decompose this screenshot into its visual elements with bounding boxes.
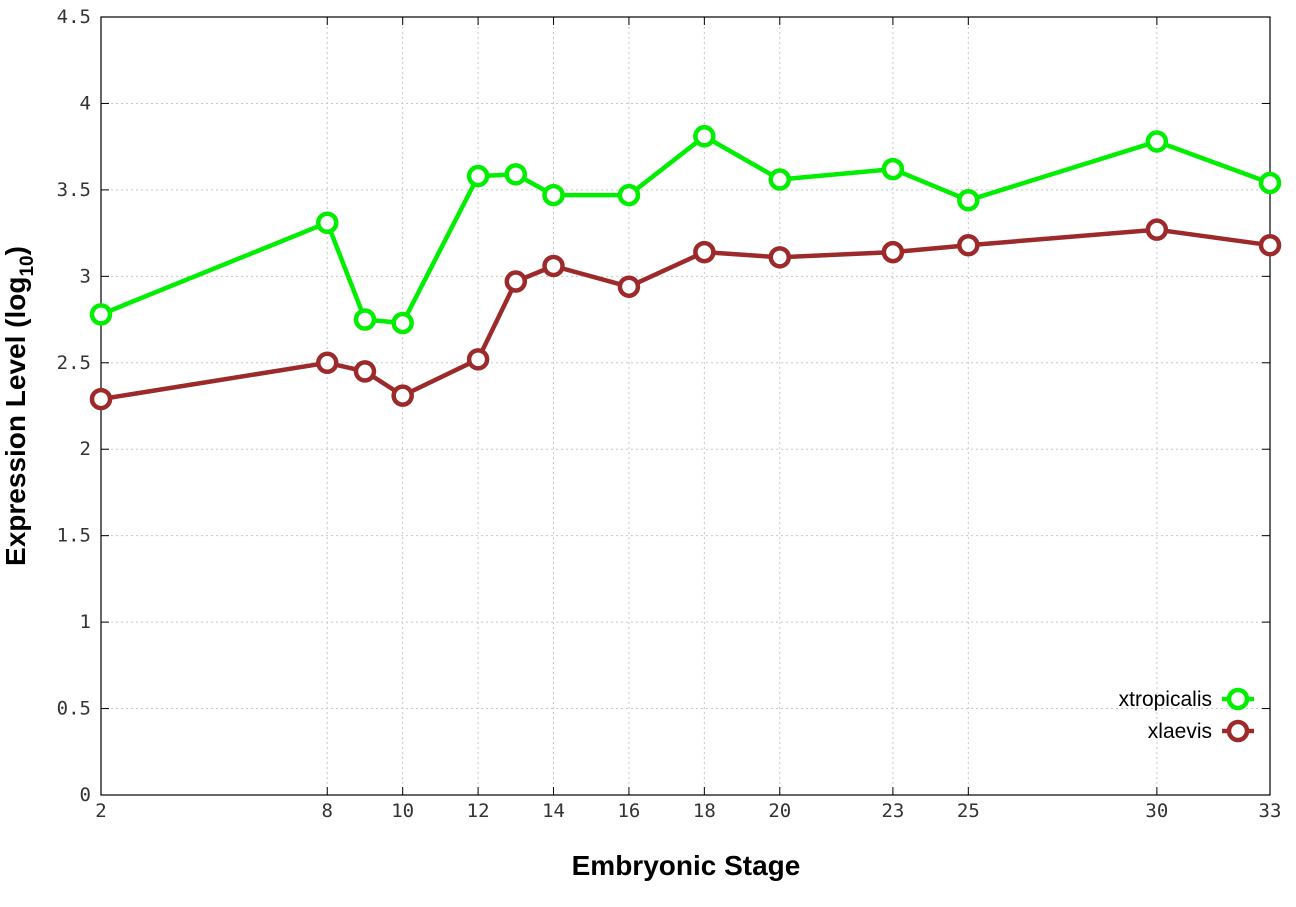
y-axis-title-suffix: ): [0, 246, 31, 255]
x-tick-label: 10: [391, 800, 414, 822]
legend: xtropicalis xlaevis: [1119, 687, 1254, 743]
data-point: [466, 164, 490, 188]
y-tick-label: 4.5: [57, 6, 91, 28]
y-tick-label: 3.5: [57, 179, 91, 201]
data-point: [542, 254, 565, 278]
data-point: [391, 384, 414, 407]
plot-frame: [100, 16, 1271, 796]
data-point: [881, 157, 905, 181]
data-point: [768, 168, 792, 191]
y-tick-label: 2: [80, 438, 91, 460]
x-tick-label: 12: [467, 800, 490, 822]
x-tick-label: 20: [768, 800, 791, 822]
series-xtropicalis: [89, 125, 1282, 335]
x-tick-label: 8: [322, 800, 333, 822]
y-tick-label: 2.5: [57, 352, 91, 374]
data-point: [693, 240, 716, 264]
data-point: [693, 125, 716, 148]
data-point: [391, 311, 414, 335]
data-point: [768, 246, 792, 269]
x-tick-label: 23: [881, 800, 904, 822]
data-point: [1258, 233, 1282, 257]
y-tick-label: 4: [80, 92, 91, 114]
data-point: [466, 348, 490, 371]
data-point: [504, 270, 528, 293]
legend-item: xtropicalis: [1119, 687, 1254, 711]
y-axis-title: Expression Level (log10): [0, 246, 38, 566]
data-point: [957, 189, 980, 212]
y-axis-title-subscript: 10: [17, 255, 38, 276]
data-point: [89, 387, 113, 411]
series-line: [100, 134, 1271, 326]
data-point: [1145, 130, 1169, 153]
x-tick-label: 30: [1145, 800, 1168, 822]
data-point: [617, 275, 641, 298]
x-axis-title: Embryonic Stage: [572, 850, 801, 881]
y-axis-title-main: Expression Level (log: [0, 277, 31, 566]
x-tick-label: 2: [95, 800, 106, 822]
legend-label: xtropicalis: [1119, 688, 1212, 711]
legend-label: xlaevis: [1148, 720, 1212, 743]
series-layer: [89, 125, 1282, 411]
data-point: [881, 240, 905, 264]
x-tick-label: 33: [1259, 800, 1282, 822]
y-tick-label: 0: [80, 784, 91, 806]
series-xlaevis: [89, 218, 1282, 411]
data-point: [316, 351, 339, 375]
data-point: [542, 183, 565, 207]
series-line: [100, 227, 1271, 402]
grid: [101, 17, 1270, 795]
x-tick-label: 14: [542, 800, 565, 822]
data-point: [353, 360, 377, 383]
x-tick-label: 18: [693, 800, 716, 822]
data-point: [353, 308, 377, 331]
y-tick-label: 3: [80, 265, 91, 287]
legend-swatch-marker: [1226, 687, 1250, 711]
y-tick-label: 1: [80, 611, 91, 633]
y-tick-label: 1.5: [57, 525, 91, 547]
axis-ticks: 2 8 10 12 14 16 18 20 23 25 30 33 0 0.5 1 1.5 2 2.5 3 3.5 4 4…: [57, 6, 1282, 822]
data-point: [89, 303, 113, 326]
legend-item: xlaevis: [1148, 719, 1254, 743]
y-tick-label: 0.5: [57, 698, 91, 720]
data-point: [1258, 171, 1282, 195]
data-point: [1145, 218, 1169, 241]
x-tick-label: 16: [617, 800, 640, 822]
data-point: [316, 211, 339, 234]
x-tick-label: 25: [957, 800, 980, 822]
data-point: [504, 163, 528, 186]
legend-swatch-marker: [1226, 719, 1250, 743]
data-point: [957, 233, 980, 257]
data-point: [617, 183, 641, 207]
